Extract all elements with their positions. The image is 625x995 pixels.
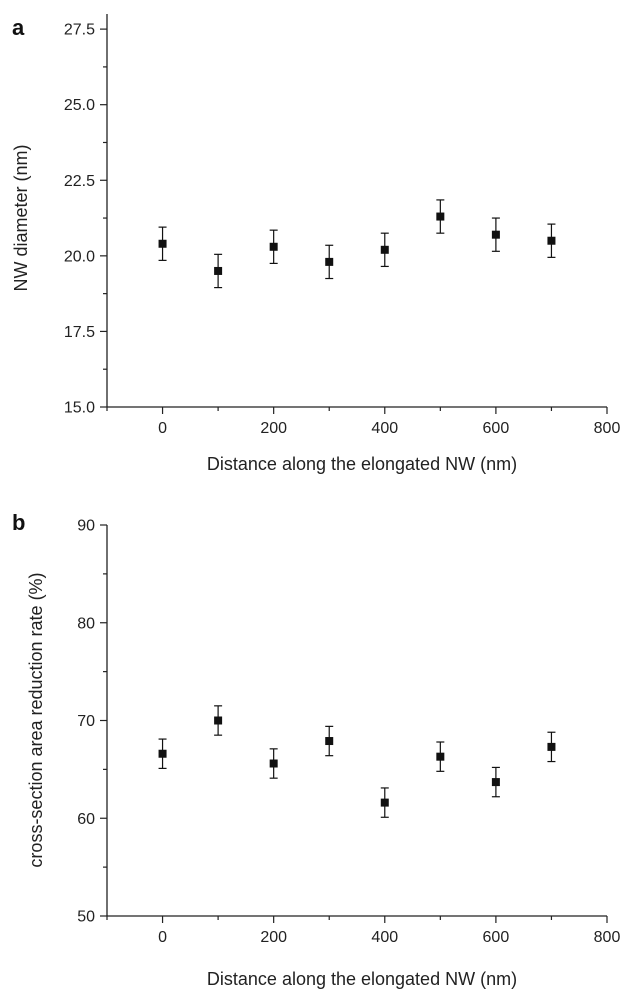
panel-a-data-point	[491, 230, 500, 239]
panel-a-data-point	[547, 236, 556, 245]
panel-b-data-point	[547, 742, 556, 751]
panel-b-y-tick-label: 50	[77, 909, 95, 926]
panel-a-x-tick-label: 200	[260, 420, 287, 437]
panel-b-y-tick-label: 90	[77, 518, 95, 535]
panel-a-data-point	[214, 266, 223, 275]
panel-b-data-point	[380, 798, 389, 807]
panel-b-data-point	[491, 778, 500, 787]
panel-a-y-tick-label: 20.0	[64, 248, 95, 265]
panel-a-x-tick-label: 600	[483, 420, 510, 437]
panel-b-data-point	[158, 749, 167, 758]
panel-b-x-tick-label: 800	[594, 929, 621, 946]
panel-a-marks	[158, 199, 556, 289]
panel-b-y-tick-label: 80	[77, 615, 95, 632]
panel-b-chart: b 0 200 400 600 800 50 60 70 80 90 Distance along…	[12, 510, 620, 989]
panel-a-y-tick-label: 17.5	[64, 324, 95, 341]
panel-a-data-point	[380, 245, 389, 254]
panel-a-x-tick-label: 800	[594, 420, 621, 437]
panel-b-letter: b	[12, 510, 25, 535]
panel-b-data-point	[214, 716, 223, 725]
panel-a-y-tick-label: 22.5	[64, 173, 95, 190]
panel-b-y-tick-label: 60	[77, 811, 95, 828]
panel-a-data-point	[325, 257, 334, 266]
panel-a-y-axis-title: NW diameter (nm)	[11, 144, 31, 291]
panel-a-y-tick-label: 27.5	[64, 22, 95, 39]
panel-a-x-tick-label: 0	[158, 420, 167, 437]
panel-b-x-tick-label: 200	[260, 929, 287, 946]
panel-b-x-axis-title: Distance along the elongated NW (nm)	[207, 969, 517, 989]
panel-b-axes: 0 200 400 600 800 50 60 70 80 90	[77, 518, 620, 947]
panel-a-chart: a 0 200 400 600 80015.017.520.022.525.027.5 …	[11, 14, 620, 474]
panel-a-data-point	[158, 239, 167, 248]
panel-b-marks	[158, 705, 556, 818]
panel-b-y-tick-label: 70	[77, 713, 95, 730]
panel-b-x-tick-label: 600	[483, 929, 510, 946]
panel-b-y-axis-title: cross-section area reduction rate (%)	[26, 572, 46, 867]
panel-a-data-point	[269, 242, 278, 251]
panel-b-data-point	[325, 737, 334, 746]
panel-a-data-point	[436, 212, 445, 221]
panel-a-x-axis-title: Distance along the elongated NW (nm)	[207, 454, 517, 474]
panel-b-x-tick-label: 400	[371, 929, 398, 946]
panel-a-y-tick-label: 25.0	[64, 97, 95, 114]
panel-a-x-tick-label: 400	[371, 420, 398, 437]
panel-a-letter: a	[12, 15, 25, 40]
panel-b-data-point	[436, 752, 445, 761]
panel-a-y-tick-label: 15.0	[64, 400, 95, 417]
panel-b-x-tick-label: 0	[158, 929, 167, 946]
panel-a-axes: 0 200 400 600 800 15.0 17.5 20.0 22.5 25.0 27.5	[64, 14, 621, 437]
panel-b-data-point	[269, 759, 278, 768]
